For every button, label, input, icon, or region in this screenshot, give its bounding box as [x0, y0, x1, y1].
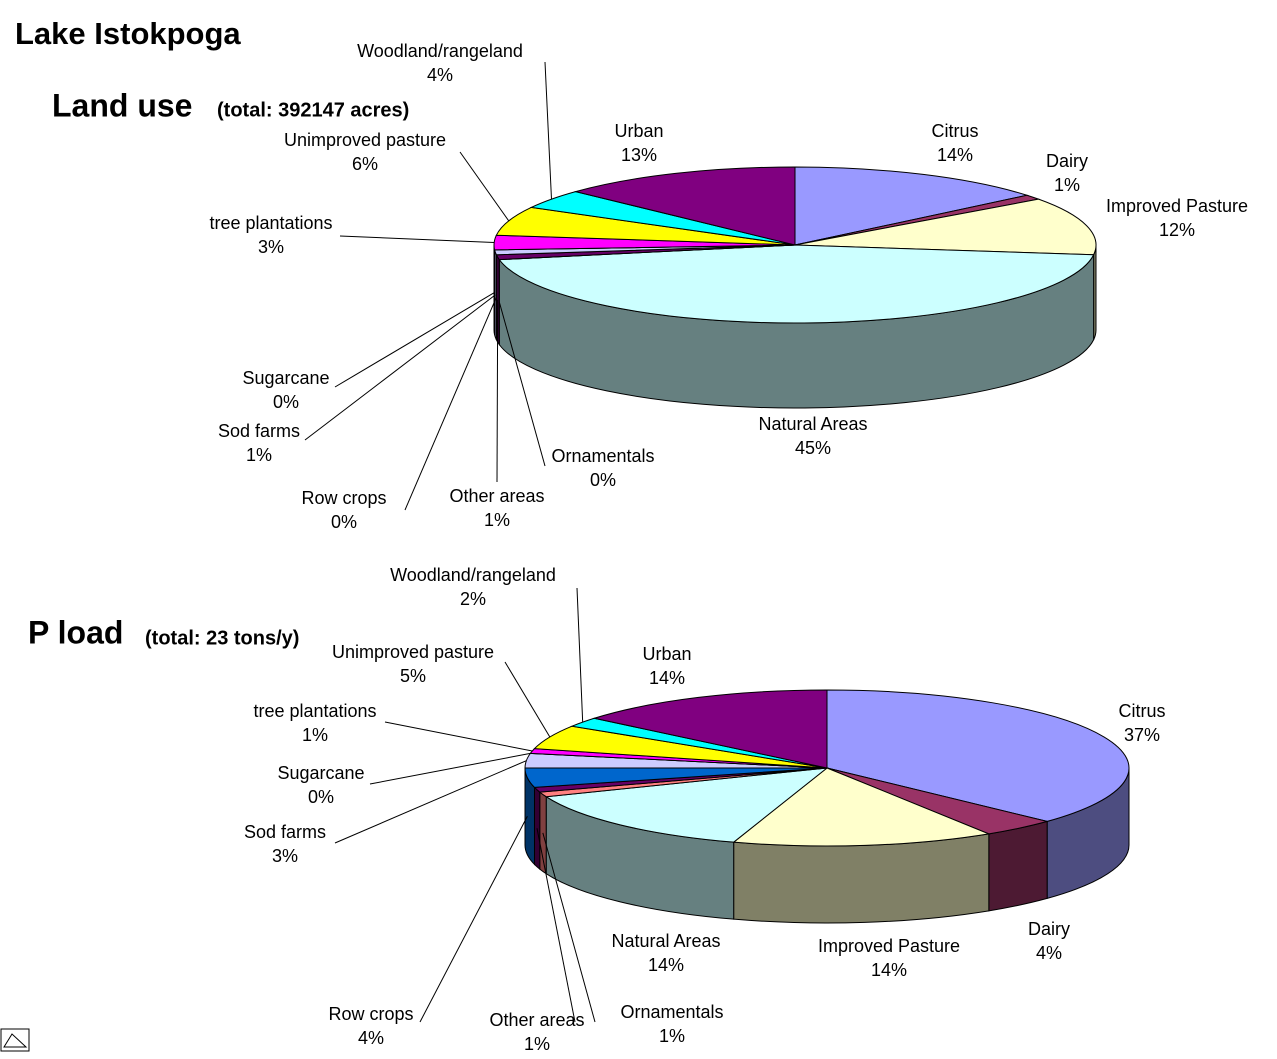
leader-line [576, 587, 584, 723]
pie-slice [732, 767, 991, 847]
slice-value-label: 1% [659, 1026, 685, 1046]
slice-value-label: 14% [649, 668, 685, 688]
slice-label: Other areas [449, 486, 544, 506]
slice-label: Sod farms [218, 421, 300, 441]
slice-value-label: 0% [308, 787, 334, 807]
leader-line [542, 832, 596, 1023]
slice-value-label: 0% [590, 470, 616, 490]
slice-label: Ornamentals [620, 1002, 723, 1022]
pie-slice [592, 689, 828, 769]
pie-slice [498, 244, 1095, 324]
slice-label: Sod farms [244, 822, 326, 842]
slice-value-label: 3% [272, 846, 298, 866]
slice-label: Row crops [328, 1004, 413, 1024]
pie-side [493, 244, 496, 336]
pie-slice [573, 166, 796, 246]
slice-value-label: 45% [795, 438, 831, 458]
leader-line [304, 294, 496, 441]
leader-line [498, 301, 546, 467]
slice-value-label: 14% [648, 955, 684, 975]
chart-subtitle: (total: 23 tons/y) [145, 627, 299, 649]
slice-label: Unimproved pasture [284, 130, 446, 150]
slice-value-label: 3% [258, 237, 284, 257]
slice-label: Dairy [1046, 151, 1088, 171]
pie-slice [826, 689, 1130, 822]
slice-label: Citrus [931, 121, 978, 141]
slice-label: Unimproved pasture [332, 642, 494, 662]
leader-line [339, 235, 495, 244]
page-title: Lake Istokpoga [15, 16, 241, 51]
slice-label: Natural Areas [758, 414, 867, 434]
pie: Citrus 14% Dairy 1% Improved Pasture 12% Natur… [209, 41, 1248, 532]
slice-label: Natural Areas [611, 931, 720, 951]
leader-line [496, 299, 499, 483]
slice-label: Urban [642, 644, 691, 664]
slice-value-label: 5% [400, 666, 426, 686]
slice-label: Woodland/rangeland [390, 565, 556, 585]
slice-value-label: 4% [1036, 943, 1062, 963]
slice-label: tree plantations [209, 213, 332, 233]
slice-value-label: 1% [484, 510, 510, 530]
chart-title: Land use [52, 87, 192, 123]
leader-line [334, 760, 527, 844]
slice-label: Improved Pasture [818, 936, 960, 956]
slice-label: Urban [614, 121, 663, 141]
leader-line [459, 151, 510, 222]
slice-value-label: 12% [1159, 220, 1195, 240]
slice-label: Sugarcane [242, 368, 329, 388]
leader-line [369, 752, 531, 785]
leader-line [544, 61, 552, 200]
slice-value-label: 1% [524, 1034, 550, 1054]
slice-label: Row crops [301, 488, 386, 508]
leader-line [404, 297, 497, 511]
slice-value-label: 14% [871, 960, 907, 980]
leader-line [384, 721, 533, 752]
slice-value-label: 1% [246, 445, 272, 465]
corner-icon [0, 1028, 30, 1052]
slice-label: Woodland/rangeland [357, 41, 523, 61]
slice-value-label: 1% [1054, 175, 1080, 195]
chart-subtitle: (total: 392147 acres) [217, 99, 409, 121]
pie-side [733, 833, 990, 924]
leader-line [334, 291, 495, 388]
pie-slice [794, 198, 1097, 256]
leader-line [504, 661, 551, 738]
slice-label: Sugarcane [277, 763, 364, 783]
pie: Citrus 37% Dairy 4% Improved Pasture 14% Natur… [244, 565, 1166, 1054]
slice-value-label: 13% [621, 145, 657, 165]
leader-line [536, 828, 576, 1023]
slice-value-label: 0% [273, 392, 299, 412]
pie-slice [794, 166, 1029, 246]
chart-title: P load [28, 614, 123, 650]
slice-value-label: 2% [460, 589, 486, 609]
slice-label: Citrus [1118, 701, 1165, 721]
slice-value-label: 6% [352, 154, 378, 174]
slice-value-label: 14% [937, 145, 973, 165]
slice-label: Dairy [1028, 919, 1070, 939]
slice-label: Ornamentals [551, 446, 654, 466]
slice-label: tree plantations [253, 701, 376, 721]
slice-value-label: 4% [427, 65, 453, 85]
pie-side [988, 820, 1048, 912]
slice-value-label: 37% [1124, 725, 1160, 745]
pie-slice [544, 767, 829, 843]
slice-label: Other areas [489, 1010, 584, 1030]
slice-value-label: 1% [302, 725, 328, 745]
slice-value-label: 0% [331, 512, 357, 532]
slice-value-label: 4% [358, 1028, 384, 1048]
slice-label: Improved Pasture [1106, 196, 1248, 216]
leader-line [419, 816, 528, 1023]
